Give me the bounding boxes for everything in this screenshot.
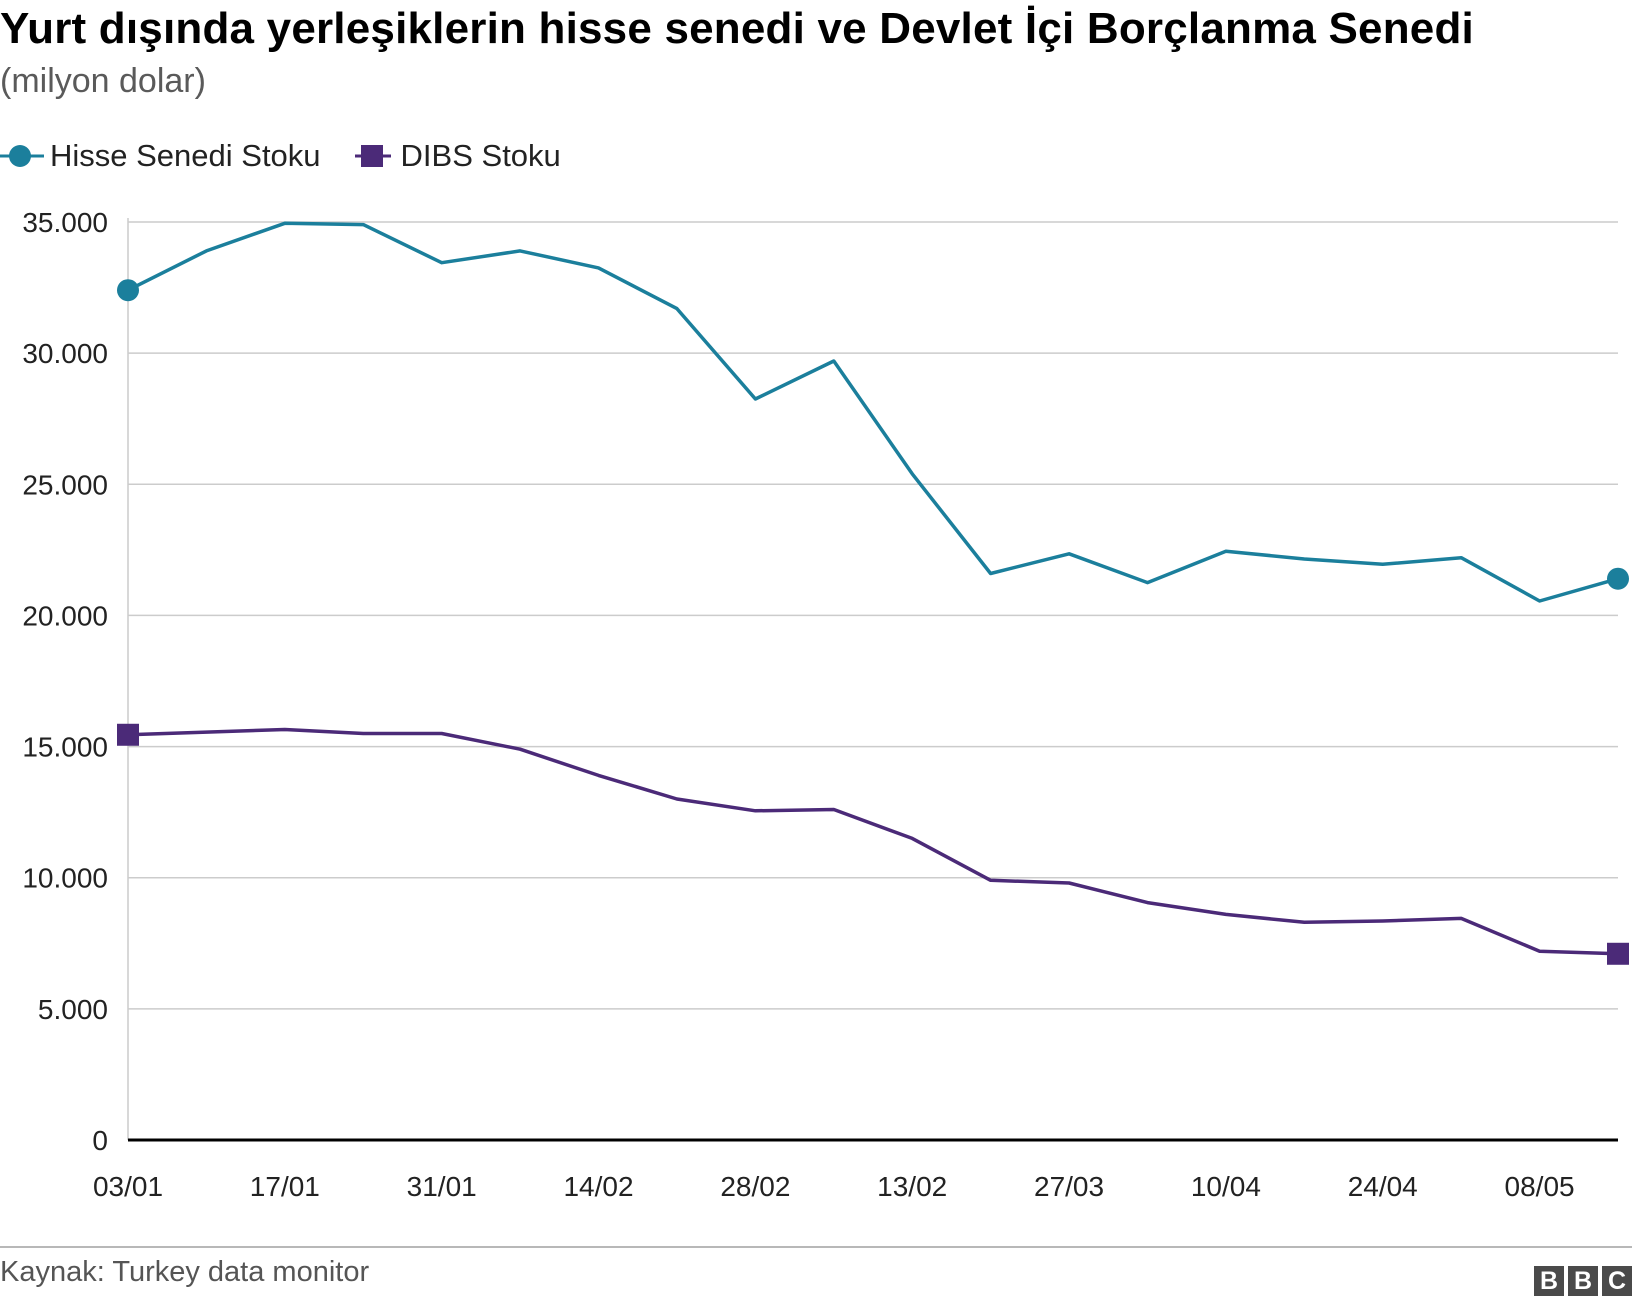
data-point-circle <box>1607 567 1629 590</box>
chart-subtitle: (milyon dolar) <box>0 62 206 100</box>
circle-marker-icon <box>0 145 44 167</box>
logo-letter: B <box>1568 1266 1598 1296</box>
y-tick-label: 15.000 <box>22 732 108 763</box>
y-tick-label: 0 <box>92 1125 108 1156</box>
logo-letter: B <box>1534 1266 1564 1296</box>
data-point-circle <box>117 279 139 302</box>
series-line-dibs <box>127 727 1619 956</box>
x-tick-label: 17/01 <box>250 1171 320 1202</box>
chart-title: Yurt dışında yerleşiklerin hisse senedi … <box>0 4 1474 53</box>
x-tick-label: 27/03 <box>1034 1171 1104 1202</box>
y-tick-label: 10.000 <box>22 863 108 894</box>
x-tick-label: 08/05 <box>1505 1171 1575 1202</box>
x-tick-label: 28/02 <box>720 1171 790 1202</box>
data-point-square <box>1607 942 1629 965</box>
x-tick-label: 13/02 <box>877 1171 947 1202</box>
bbc-logo: B B C <box>1534 1266 1632 1296</box>
data-point-square <box>117 723 139 746</box>
y-tick-label: 30.000 <box>22 338 108 369</box>
x-tick-label: 10/04 <box>1191 1171 1261 1202</box>
logo-letter: C <box>1602 1266 1632 1296</box>
legend-label-dibs: DIBS Stoku <box>400 138 561 173</box>
legend-label-hisse: Hisse Senedi Stoku <box>50 138 321 173</box>
source-note: Kaynak: Turkey data monitor <box>0 1256 370 1288</box>
legend-item-hisse: Hisse Senedi Stoku <box>0 136 321 176</box>
series-line-hisse <box>127 221 1619 603</box>
y-tick-label: 35.000 <box>22 207 108 238</box>
x-tick-label: 03/01 <box>93 1171 163 1202</box>
square-marker-icon <box>354 145 391 167</box>
x-tick-label: 31/01 <box>407 1171 477 1202</box>
line-chart: 0 5.000 10.000 15.000 20.000 25.000 30.000 35.0… <box>22 207 1629 1202</box>
legend: Hisse Senedi Stoku DIBS Stoku <box>0 136 591 176</box>
y-tick-label: 25.000 <box>22 469 108 500</box>
footer-divider <box>0 1246 1632 1248</box>
y-tick-label: 5.000 <box>38 994 108 1025</box>
legend-item-dibs: DIBS Stoku <box>351 136 561 176</box>
x-tick-label: 24/04 <box>1348 1171 1418 1202</box>
x-tick-label: 14/02 <box>563 1171 633 1202</box>
y-tick-label: 20.000 <box>22 600 108 631</box>
